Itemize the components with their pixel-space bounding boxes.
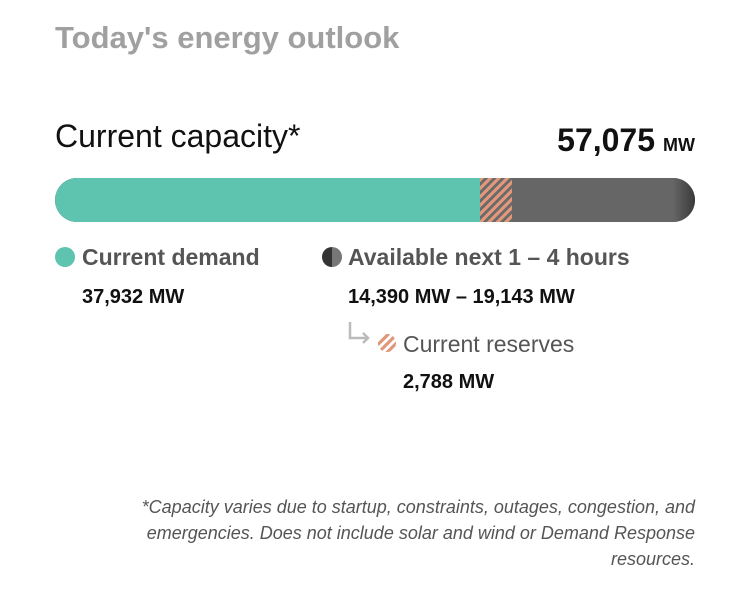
reserves-value: 2,788 MW [403, 371, 495, 393]
capacity-bar [55, 178, 695, 222]
available-range-segment [672, 178, 695, 222]
demand-value: 37,932 MW [82, 286, 185, 308]
available-label: Available next 1 – 4 hours [348, 244, 630, 270]
arrow-icon [348, 322, 370, 344]
capacity-value: 57,075 MW [557, 122, 695, 159]
title: Today's energy outlook [55, 20, 400, 55]
available-icon [322, 247, 342, 267]
capacity-label: Current capacity* [55, 118, 301, 154]
reserves-icon [378, 334, 396, 352]
footnote: *Capacity varies due to startup, constra… [141, 497, 695, 569]
available-value: 14,390 MW – 19,143 MW [348, 286, 575, 308]
available-segment [511, 178, 673, 222]
reserves-label: Current reserves [403, 331, 575, 357]
demand-label: Current demand [82, 244, 260, 270]
reserves-segment [480, 178, 512, 222]
capacity-number: 57,075 [557, 122, 656, 158]
demand-segment [55, 178, 481, 222]
capacity-unit: MW [663, 135, 695, 155]
demand-icon [55, 247, 75, 267]
